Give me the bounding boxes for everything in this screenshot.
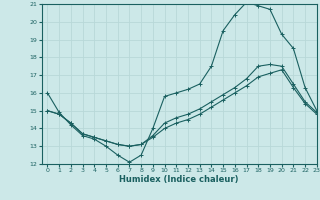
- X-axis label: Humidex (Indice chaleur): Humidex (Indice chaleur): [119, 175, 239, 184]
